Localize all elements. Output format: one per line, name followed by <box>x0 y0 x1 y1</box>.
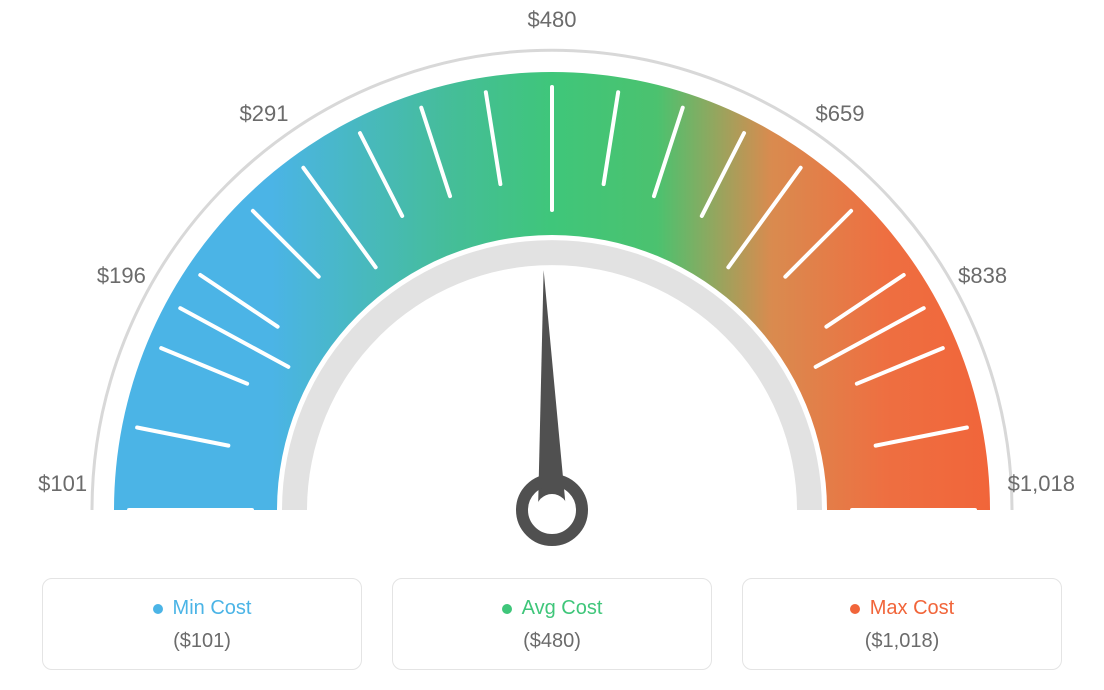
legend-card-min: Min Cost ($101) <box>42 578 362 670</box>
legend-max-value: ($1,018) <box>753 630 1051 653</box>
legend-min-value: ($101) <box>53 630 351 653</box>
gauge-tick-label: $659 <box>816 101 865 127</box>
gauge-tick-label: $480 <box>528 7 577 33</box>
gauge-tick-label: $196 <box>97 263 146 289</box>
gauge-tick-label: $1,018 <box>1008 471 1075 497</box>
gauge-tick-label: $838 <box>958 263 1007 289</box>
legend-max-label: Max Cost <box>850 597 954 620</box>
gauge-tick-label: $101 <box>38 471 87 497</box>
legend-card-avg: Avg Cost ($480) <box>392 578 712 670</box>
gauge-tick-label: $291 <box>240 101 289 127</box>
legend-card-max: Max Cost ($1,018) <box>742 578 1062 670</box>
legend-avg-label: Avg Cost <box>502 597 603 620</box>
legend-row: Min Cost ($101) Avg Cost ($480) Max Cost… <box>0 578 1104 670</box>
legend-avg-value: ($480) <box>403 630 701 653</box>
legend-min-label: Min Cost <box>153 597 252 620</box>
gauge-svg <box>0 0 1104 560</box>
cost-gauge: $101 $196 $291 $480 $659 $838 $1,018 <box>0 0 1104 560</box>
